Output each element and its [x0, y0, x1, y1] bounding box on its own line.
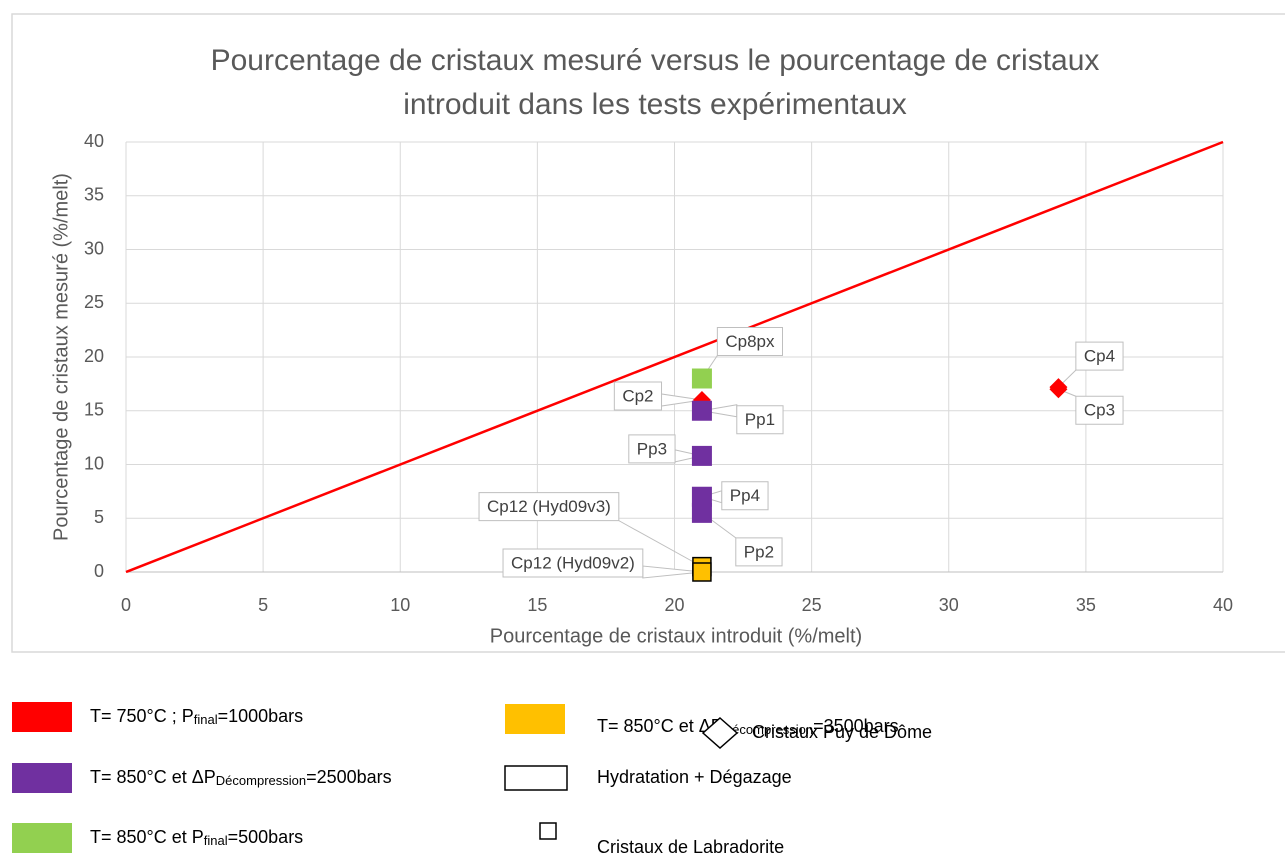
legend-text: Cristaux Puy de Dôme: [752, 722, 932, 742]
legend-text-part: Cristaux de Labradorite: [597, 837, 784, 857]
callout-box: [613, 381, 663, 411]
point: [691, 445, 712, 466]
callout-box: [716, 327, 783, 356]
chart-title: introduit dans les tests expérimentaux: [403, 88, 907, 121]
callout-box: [502, 548, 644, 578]
x-tick-label: 35: [1076, 595, 1096, 615]
legend-text-part: =1000bars: [218, 706, 304, 726]
point: [692, 562, 712, 582]
x-tick-label: 0: [121, 595, 131, 615]
callout-label: Pp4: [730, 486, 760, 505]
legend-text: T= 850°C et ΔPDécompression=3500bars: [597, 716, 899, 738]
callout-box: [736, 405, 784, 435]
y-tick-label: 25: [84, 292, 104, 312]
legend-swatch: [12, 702, 72, 732]
legend-swatch: [505, 704, 565, 734]
legend-swatch: [504, 765, 568, 791]
callout-label: Pp2: [744, 542, 774, 561]
point: [691, 400, 712, 421]
legend-text: T= 750°C ; Pfinal=1000bars: [90, 706, 303, 728]
callout-box: [721, 481, 769, 511]
y-tick-label: 35: [84, 185, 104, 205]
y-tick-label: 20: [84, 346, 104, 366]
legend-text-part: T= 850°C et ΔP: [90, 767, 216, 787]
callout-box: [1075, 395, 1124, 425]
legend-swatch: [12, 823, 72, 853]
x-tick-label: 15: [527, 595, 547, 615]
y-tick-label: 10: [84, 453, 104, 473]
y-axis-label: Pourcentage de cristaux mesuré (%/melt): [50, 173, 72, 541]
legend-text-part: T= 850°C et ΔP: [597, 716, 723, 736]
legend-text-part: T= 750°C ; P: [90, 706, 194, 726]
callout-label: Cp8px: [725, 332, 775, 351]
reference-line: [125, 140, 1224, 574]
legend-swatch: [539, 822, 557, 840]
callout-label: Pp1: [745, 410, 775, 429]
x-tick-label: 5: [258, 595, 268, 615]
x-tick-label: 25: [802, 595, 822, 615]
x-tick-label: 40: [1213, 595, 1233, 615]
y-tick-label: 5: [94, 507, 104, 527]
legend-text-part: Cristaux Puy de Dôme: [752, 722, 932, 742]
legend-text-part: final: [204, 833, 228, 848]
legend-text: T= 850°C et Pfinal=500bars: [90, 827, 303, 849]
chart-title: Pourcentage de cristaux mesuré versus le…: [211, 44, 1100, 77]
legend-text-part: =500bars: [228, 827, 304, 847]
legend-text-part: T= 850°C et P: [90, 827, 204, 847]
callout-label: Cp12 (Hyd09v2): [511, 553, 635, 572]
legend-text: T= 850°C et ΔPDécompression=2500bars: [90, 767, 392, 789]
callout-label: Cp2: [622, 386, 653, 405]
callout-box: [628, 434, 676, 464]
legend-text: Hydratation + Dégazage: [597, 767, 792, 787]
y-tick-label: 30: [84, 238, 104, 258]
callout-label: Cp12 (Hyd09v3): [487, 497, 611, 516]
callouts: Cp8px Cp2 Pp1 Pp3 Pp4 Pp2 Cp12 (Hyd09v3) Cp12 (…: [478, 327, 1124, 579]
legend-text-part: Décompression: [723, 722, 813, 737]
x-tick-label: 10: [390, 595, 410, 615]
legend-text-part: Décompression: [216, 773, 306, 788]
legend-text-part: =3500bars: [813, 716, 899, 736]
legend-text-part: =2500bars: [306, 767, 392, 787]
callout-box: [478, 492, 620, 522]
point: [691, 502, 712, 523]
callout-box: [735, 537, 783, 567]
legend-text-part: Hydratation + Dégazage: [597, 767, 792, 787]
legend-swatch: [12, 763, 72, 793]
legend-text: Cristaux de Labradorite: [597, 837, 784, 857]
x-tick-label: 20: [664, 595, 684, 615]
point: [1049, 380, 1068, 399]
callout-label: Cp3: [1084, 401, 1115, 420]
y-tick-label: 0: [94, 561, 104, 581]
callout-box: [1075, 341, 1124, 371]
legend-swatch: [701, 716, 739, 750]
point: [691, 486, 712, 507]
x-axis-label: Pourcentage de cristaux introduit (%/mel…: [490, 625, 862, 647]
y-tick-label: 15: [84, 400, 104, 420]
legend-text-part: final: [194, 712, 218, 727]
point: [691, 368, 712, 389]
y-tick-label: 40: [84, 131, 104, 151]
chart-frame: [11, 13, 1285, 653]
callout-label: Pp3: [637, 439, 667, 458]
callout-label: Cp4: [1084, 347, 1115, 366]
x-tick-label: 30: [939, 595, 959, 615]
